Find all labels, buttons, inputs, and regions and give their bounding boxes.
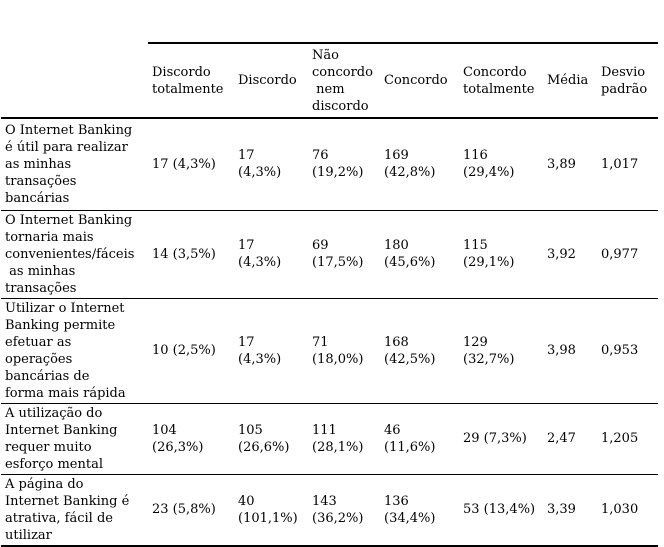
cell-value: 17 (4,3%): [234, 118, 308, 211]
cell-value: 53 (13,4%): [459, 474, 543, 547]
row-label: O Internet Banking é útil para realizar …: [1, 118, 148, 211]
row-label: A página do Internet Banking é atrativa,…: [1, 474, 148, 547]
cell-value: 105 (26,6%): [234, 403, 308, 475]
table-row: Utilizar o Internet Banking permite efet…: [1, 298, 658, 404]
column-header-discordo: Discordo: [234, 42, 308, 119]
cell-value: 17 (4,3%): [148, 118, 234, 211]
cell-value: 136 (34,4%): [380, 474, 459, 547]
column-header-concordo: Concordo: [380, 42, 459, 119]
cell-value: 3,98: [543, 298, 597, 404]
cell-value: 71 (18,0%): [308, 298, 380, 404]
cell-value: 1,017: [597, 118, 658, 211]
column-header-media: Média: [543, 42, 597, 119]
cell-value: 40 (101,1%): [234, 474, 308, 547]
cell-value: 29 (7,3%): [459, 403, 543, 475]
cell-value: 76 (19,2%): [308, 118, 380, 211]
cell-value: 14 (3,5%): [148, 210, 234, 299]
cell-value: 3,39: [543, 474, 597, 547]
cell-value: 1,030: [597, 474, 658, 547]
cell-value: 23 (5,8%): [148, 474, 234, 547]
cell-value: 10 (2,5%): [148, 298, 234, 404]
column-header-empty: [1, 43, 148, 119]
cell-value: 143 (36,2%): [308, 474, 380, 547]
cell-value: 169 (42,8%): [380, 118, 459, 211]
cell-value: 0,977: [597, 210, 658, 299]
column-header-desvio-padrao: Desvio padrão: [597, 42, 658, 119]
survey-results-table: Discordo totalmente Discordo Não concord…: [1, 42, 658, 547]
cell-value: 116 (29,4%): [459, 118, 543, 211]
cell-value: 0,953: [597, 298, 658, 404]
cell-value: 104 (26,3%): [148, 403, 234, 475]
column-header-concordo-totalmente: Concordo totalmente: [459, 42, 543, 119]
header-row: Discordo totalmente Discordo Não concord…: [1, 42, 658, 119]
cell-value: 180 (45,6%): [380, 210, 459, 299]
table-row: A utilização do Internet Banking requer …: [1, 403, 658, 475]
cell-value: 168 (42,5%): [380, 298, 459, 404]
cell-value: 3,92: [543, 210, 597, 299]
cell-value: 2,47: [543, 403, 597, 475]
cell-value: 115 (29,1%): [459, 210, 543, 299]
table-row: O Internet Banking é útil para realizar …: [1, 118, 658, 211]
row-label: Utilizar o Internet Banking permite efet…: [1, 298, 148, 404]
table-row: O Internet Banking tornaria mais conveni…: [1, 210, 658, 299]
row-label: A utilização do Internet Banking requer …: [1, 403, 148, 475]
cell-value: 69 (17,5%): [308, 210, 380, 299]
cell-value: 17 (4,3%): [234, 298, 308, 404]
cell-value: 3,89: [543, 118, 597, 211]
cell-value: 111 (28,1%): [308, 403, 380, 475]
cell-value: 129 (32,7%): [459, 298, 543, 404]
table-row: A página do Internet Banking é atrativa,…: [1, 474, 658, 547]
cell-value: 46 (11,6%): [380, 403, 459, 475]
column-header-nao-concordo-nem-discordo: Não concordo nem discordo: [308, 42, 380, 119]
row-label: O Internet Banking tornaria mais conveni…: [1, 210, 148, 299]
column-header-discordo-totalmente: Discordo totalmente: [148, 42, 234, 119]
cell-value: 1,205: [597, 403, 658, 475]
cell-value: 17 (4,3%): [234, 210, 308, 299]
